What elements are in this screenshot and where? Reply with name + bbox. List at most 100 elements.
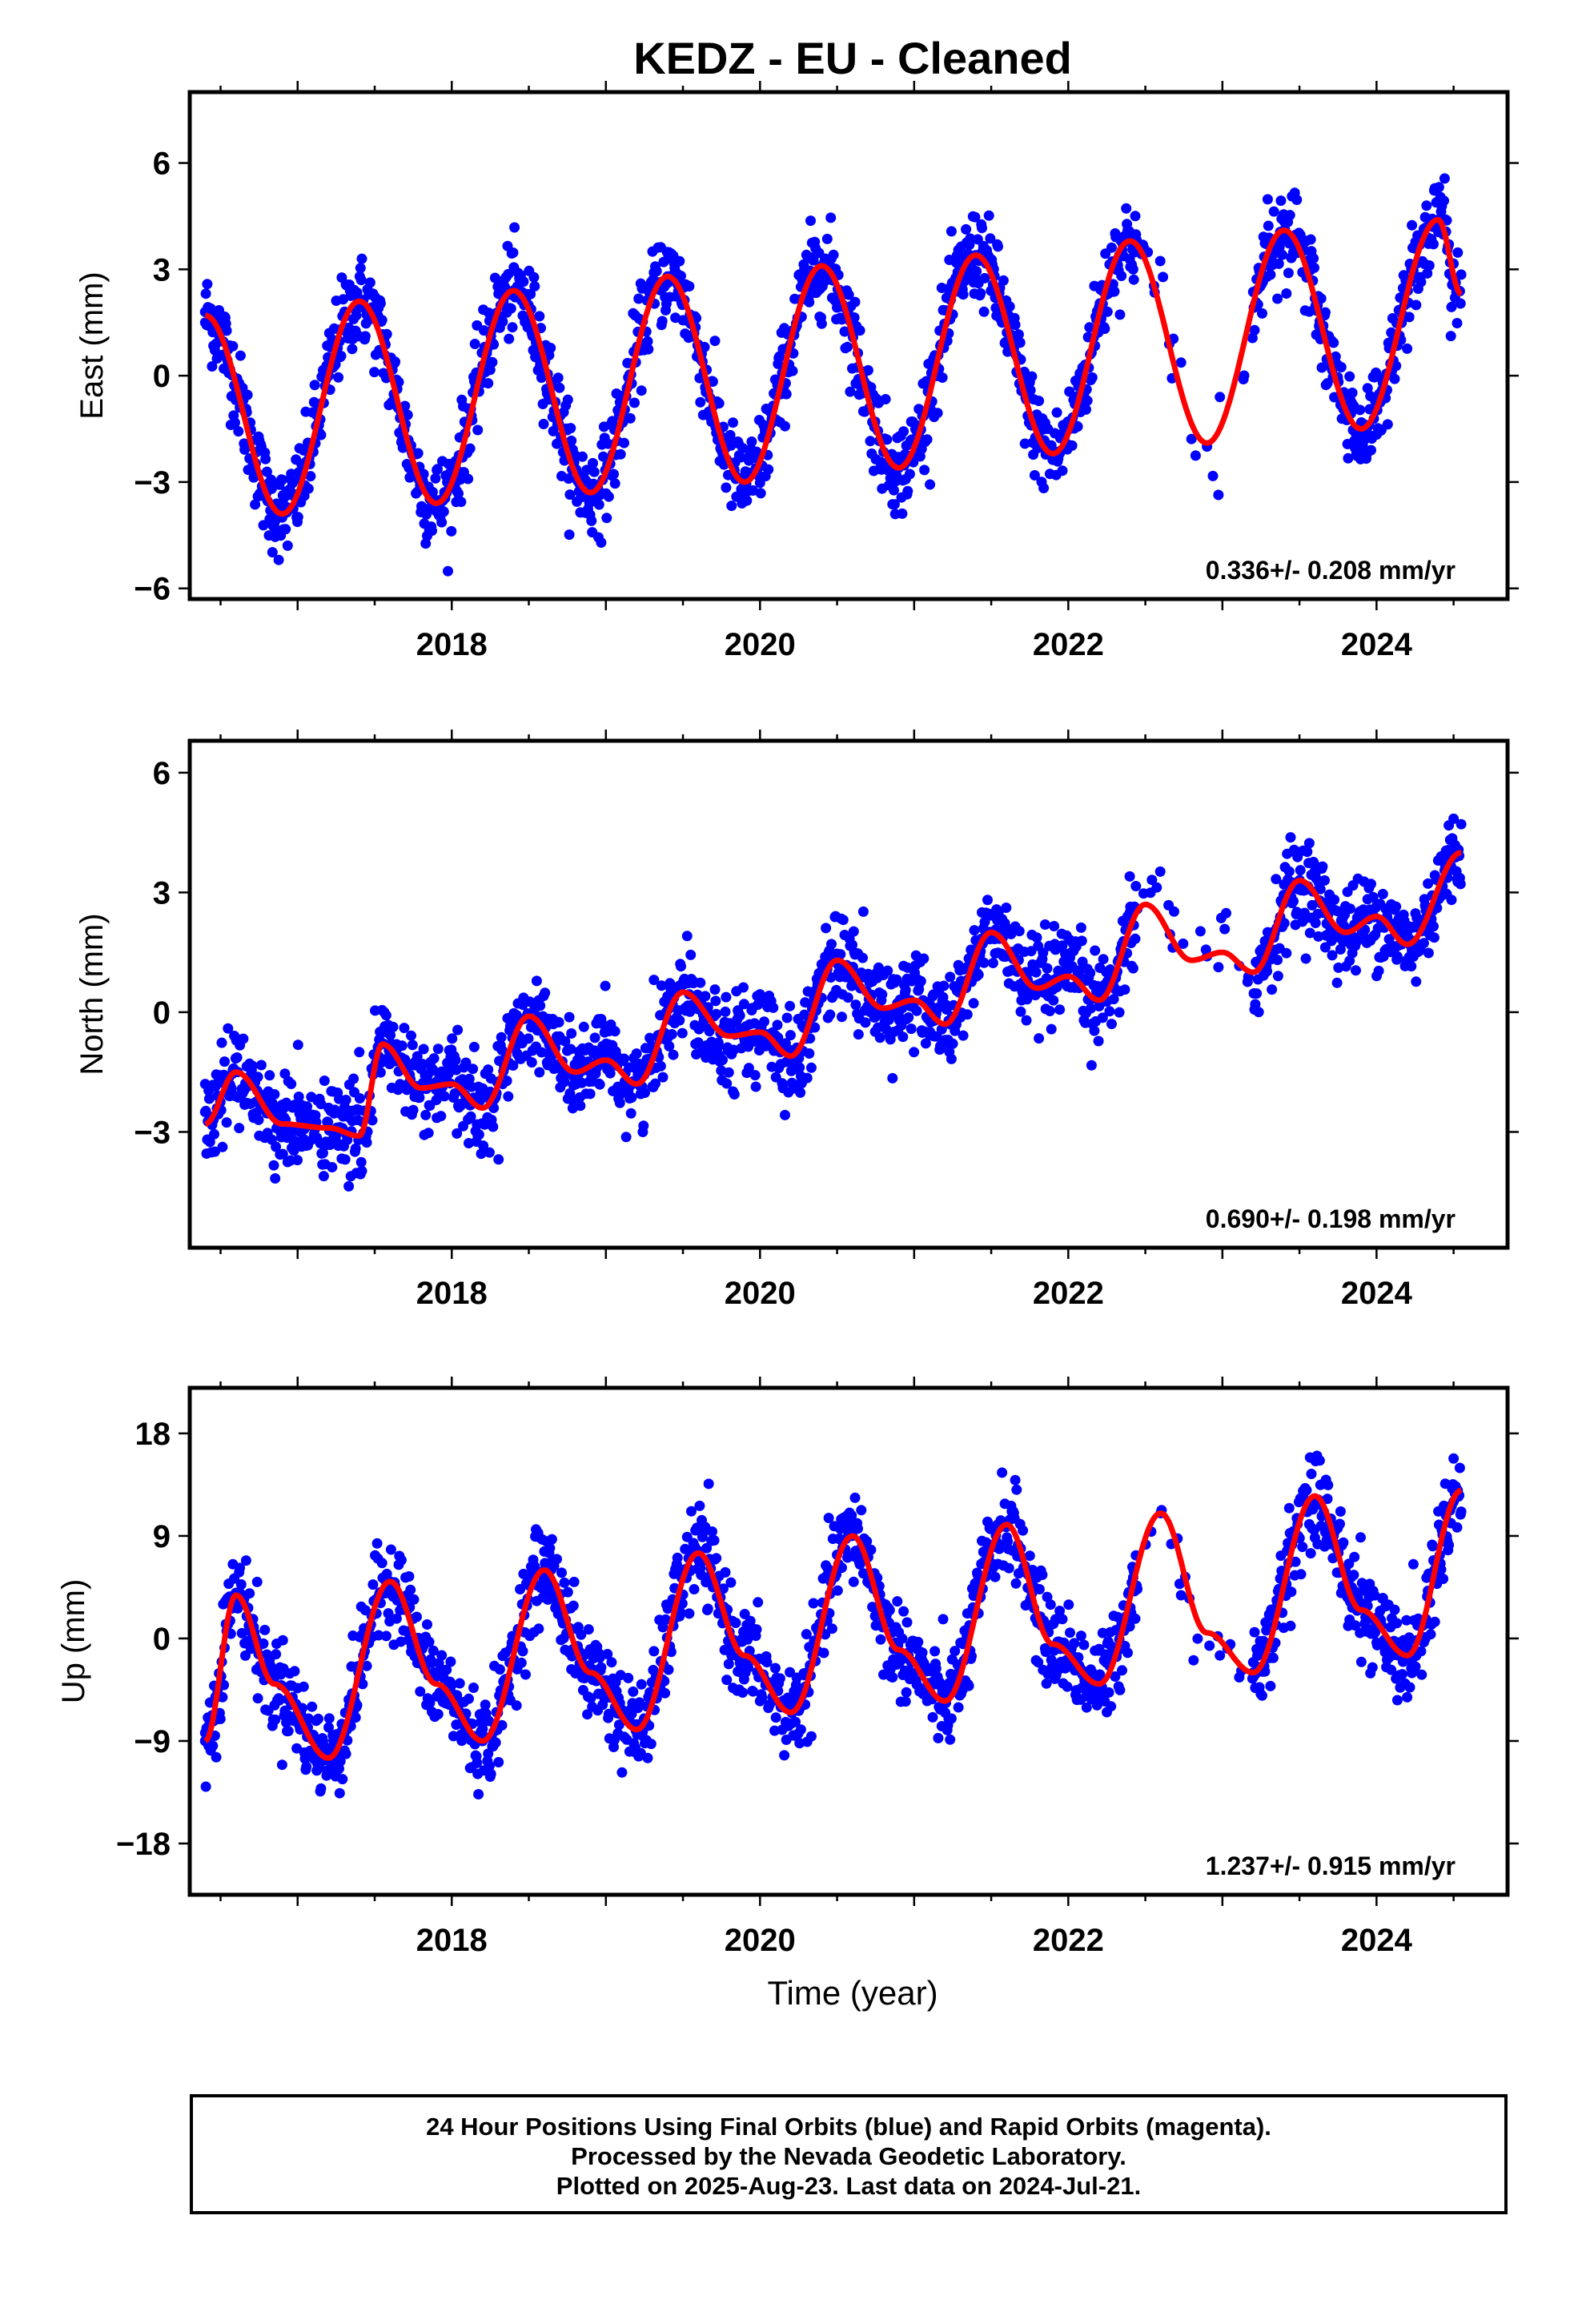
data-point	[638, 1120, 649, 1132]
data-point	[629, 397, 640, 408]
data-point	[568, 1600, 579, 1611]
data-point	[1124, 870, 1135, 882]
data-point	[624, 412, 636, 424]
data-point	[1422, 267, 1433, 279]
data-point	[1219, 923, 1231, 935]
data-point	[340, 1748, 351, 1759]
data-point	[1130, 211, 1141, 222]
data-point	[880, 394, 891, 404]
data-point	[507, 322, 518, 333]
data-point	[1456, 269, 1467, 280]
data-point	[359, 331, 371, 342]
data-point	[1428, 921, 1439, 932]
x-tick-label: 2022	[1033, 1276, 1104, 1311]
data-point	[1371, 367, 1382, 378]
data-point	[1089, 1025, 1100, 1036]
plot-frame	[187, 738, 1510, 1250]
fit-line	[204, 216, 1463, 517]
data-point	[889, 499, 900, 510]
data-point	[925, 479, 936, 490]
data-point	[842, 992, 853, 1003]
data-point	[441, 1664, 452, 1675]
data-point	[785, 1030, 796, 1041]
data-point	[676, 271, 686, 281]
data-point	[473, 1129, 484, 1140]
data-point	[1267, 1652, 1279, 1663]
data-point	[1452, 247, 1464, 258]
data-point	[596, 537, 607, 548]
data-point	[335, 1755, 346, 1767]
data-point	[267, 547, 278, 558]
data-point	[651, 266, 662, 277]
data-point	[405, 1584, 416, 1595]
data-point	[1295, 865, 1306, 876]
data-point	[1081, 404, 1091, 415]
data-point	[1065, 1627, 1075, 1638]
data-point	[292, 1039, 303, 1051]
data-point	[645, 1739, 656, 1750]
data-point	[729, 1089, 740, 1100]
data-point	[563, 473, 574, 485]
data-point	[709, 1535, 720, 1546]
data-point	[1262, 966, 1273, 977]
data-point	[468, 1041, 480, 1052]
data-point	[266, 474, 277, 485]
data-point	[979, 272, 990, 283]
data-point	[755, 488, 766, 499]
data-point	[1117, 1665, 1127, 1676]
data-point	[674, 1015, 685, 1026]
data-point	[244, 1588, 255, 1599]
data-point	[850, 999, 861, 1011]
data-point	[566, 435, 577, 446]
data-point	[1391, 901, 1402, 912]
data-point	[335, 351, 347, 361]
data-point	[636, 385, 647, 396]
data-point	[385, 1544, 396, 1555]
data-point	[804, 296, 815, 308]
data-point	[1085, 967, 1096, 979]
data-point	[456, 1735, 468, 1747]
data-point	[1109, 286, 1120, 297]
data-point	[516, 1657, 527, 1668]
data-point	[1082, 395, 1093, 406]
data-point	[357, 1679, 368, 1690]
data-point	[274, 1695, 285, 1706]
data-point	[982, 895, 993, 906]
data-point	[881, 434, 893, 445]
data-point	[1116, 271, 1127, 281]
data-point	[1213, 489, 1224, 501]
data-point	[987, 958, 998, 968]
data-point	[207, 1740, 219, 1751]
data-point	[276, 1759, 287, 1771]
data-point	[1044, 1006, 1055, 1016]
data-point	[380, 1010, 391, 1021]
data-point	[1291, 907, 1303, 918]
data-point	[523, 1033, 534, 1044]
data-point	[233, 426, 244, 437]
data-point	[946, 1713, 957, 1724]
data-point	[277, 1634, 288, 1646]
data-point	[668, 1049, 679, 1060]
data-point	[375, 298, 386, 309]
data-point	[897, 1633, 908, 1644]
data-point	[818, 1647, 829, 1659]
data-point	[676, 961, 686, 972]
data-point	[603, 491, 614, 502]
data-point	[1272, 955, 1283, 966]
x-tick-label: 2020	[725, 1276, 796, 1311]
data-point	[884, 1605, 895, 1616]
data-point	[1423, 947, 1434, 959]
data-point	[945, 971, 956, 983]
data-point	[473, 1789, 484, 1799]
data-point	[235, 1562, 246, 1574]
data-point	[501, 1076, 512, 1087]
data-point	[1355, 404, 1366, 416]
data-point	[656, 980, 667, 991]
data-point	[456, 497, 467, 508]
data-point	[364, 277, 375, 288]
data-point	[289, 1666, 300, 1677]
data-point	[674, 255, 685, 267]
data-point	[472, 424, 484, 436]
data-point	[898, 426, 909, 437]
data-point	[565, 1043, 576, 1055]
